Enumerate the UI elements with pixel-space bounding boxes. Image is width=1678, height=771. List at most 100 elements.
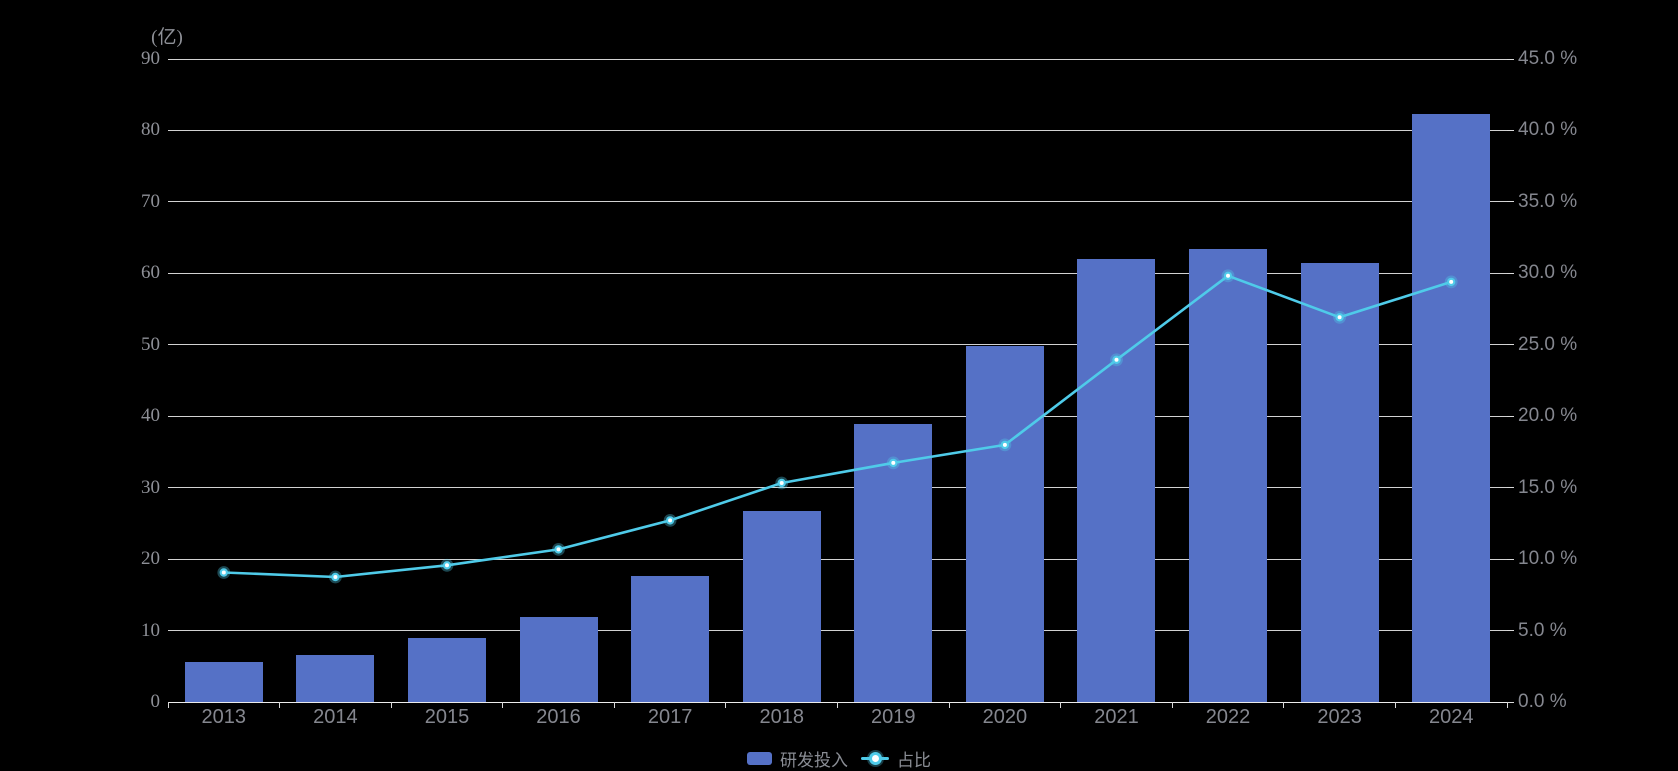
x-axis-label-2017: 2017: [647, 706, 693, 728]
line-point-glow-icon: [998, 438, 1012, 452]
x-axis-label-2015: 2015: [424, 706, 470, 728]
x-axis-tick: [167, 702, 169, 708]
line-point-2014[interactable]: [331, 572, 340, 582]
right-axis-tick-label: 15.0 %: [1518, 476, 1578, 498]
line-point-2018[interactable]: [777, 478, 786, 488]
left-axis-tick-label: 0: [150, 691, 161, 712]
gridline-60: [168, 272, 1507, 274]
x-axis-label-2021: 2021: [1094, 706, 1139, 728]
gridline-50: [168, 344, 1507, 346]
line-point-glow-icon: [440, 558, 454, 572]
right-axis-tick: [1507, 701, 1514, 703]
x-axis-label-2022: 2022: [1205, 706, 1251, 728]
right-axis-tick: [1507, 129, 1514, 131]
left-axis-tick-label: 20: [141, 548, 160, 570]
left-axis-tick-label: 90: [141, 48, 160, 69]
left-axis-tick-label: 10: [141, 619, 160, 641]
bar-2013[interactable]: [184, 661, 263, 702]
bar-2019[interactable]: [854, 423, 933, 702]
line-point-2019[interactable]: [889, 458, 898, 468]
right-axis-tick: [1507, 558, 1514, 560]
x-axis-tick: [390, 702, 392, 708]
left-axis-tick-label: 30: [141, 476, 160, 498]
bar-2024[interactable]: [1412, 114, 1491, 702]
bar-2023[interactable]: [1300, 262, 1379, 702]
line-point-glow-icon: [775, 476, 789, 490]
right-axis-tick: [1507, 415, 1514, 417]
x-axis-tick: [1171, 702, 1173, 708]
left-axis-tick-label: 80: [141, 119, 160, 141]
line-point-2020[interactable]: [1000, 440, 1010, 450]
x-axis-tick: [1060, 702, 1062, 708]
bar-series-swatch-icon: [747, 751, 772, 765]
right-axis-tick-label: 0.0 %: [1518, 691, 1567, 712]
line-point-glow-icon: [886, 456, 900, 470]
bar-2022[interactable]: [1189, 248, 1268, 702]
x-axis-label-2016: 2016: [536, 706, 581, 728]
left-axis-tick-label: 50: [141, 333, 160, 355]
gridline-40: [168, 415, 1507, 417]
line-point-2023[interactable]: [1335, 313, 1344, 322]
x-axis-label-2020: 2020: [982, 706, 1028, 728]
right-axis-tick-label: 10.0 %: [1518, 548, 1578, 570]
bar-2014[interactable]: [296, 655, 375, 702]
gridline-90: [168, 58, 1507, 60]
left-axis-tick-label: 40: [141, 405, 160, 427]
line-point-glow-icon: [1333, 310, 1347, 324]
line-point-2015[interactable]: [442, 561, 452, 570]
x-axis-label-2024: 2024: [1428, 706, 1474, 728]
line-point-glow-icon: [217, 566, 231, 579]
line-point-glow-icon: [552, 543, 565, 556]
right-axis-tick-label: 30.0 %: [1518, 262, 1578, 284]
line-point-glow-icon: [663, 514, 677, 527]
line-series-marker-icon: [861, 751, 889, 765]
bar-2018[interactable]: [742, 511, 821, 702]
x-axis-label-2018: 2018: [759, 706, 804, 728]
bar-2017[interactable]: [631, 576, 710, 702]
right-axis-tick: [1507, 201, 1514, 203]
left-axis-tick-label: 70: [141, 190, 160, 212]
gridline-30: [168, 487, 1507, 489]
bar-2021[interactable]: [1077, 258, 1156, 702]
legend-label-rd-investment: 研发投入: [780, 750, 848, 770]
x-axis-tick: [502, 702, 504, 708]
gridline-70: [168, 201, 1507, 203]
right-axis-tick: [1507, 344, 1514, 346]
x-axis-tick: [1283, 702, 1285, 708]
line-point-glow-icon: [328, 570, 342, 584]
bar-2015[interactable]: [407, 638, 486, 702]
line-dot-icon: [868, 751, 882, 765]
gridline-80: [168, 129, 1507, 131]
legend: 研发投入 占比: [0, 744, 1678, 771]
right-axis-tick-label: 25.0 %: [1518, 333, 1578, 355]
x-axis-tick: [837, 702, 838, 708]
line-point-glow-icon: [1444, 275, 1458, 289]
left-axis-unit-label: (亿): [151, 27, 183, 48]
ratio-line-path: [223, 274, 1452, 579]
bar-2016[interactable]: [519, 617, 598, 702]
left-axis-tick-label: 60: [141, 262, 160, 284]
right-axis-tick: [1507, 58, 1514, 60]
x-axis-tick: [948, 702, 950, 708]
line-point-2017[interactable]: [665, 516, 675, 525]
x-axis-label-2014: 2014: [313, 706, 358, 728]
line-point-2021[interactable]: [1112, 355, 1121, 364]
gridline-20: [168, 558, 1507, 560]
line-point-2016[interactable]: [554, 545, 563, 554]
legend-item-ratio[interactable]: 占比: [861, 746, 931, 771]
x-axis-tick: [279, 702, 281, 708]
x-axis-label-2023: 2023: [1317, 706, 1362, 728]
x-axis-label-2013: 2013: [201, 706, 247, 728]
line-point-glow-icon: [1221, 269, 1235, 283]
legend-label-ratio: 占比: [897, 750, 931, 770]
line-point-2022[interactable]: [1223, 271, 1233, 280]
line-point-2024[interactable]: [1446, 277, 1456, 287]
legend-item-rd-investment[interactable]: 研发投入: [747, 746, 848, 771]
line-point-2013[interactable]: [219, 568, 228, 577]
bar-2020[interactable]: [965, 345, 1044, 702]
right-axis-tick-label: 35.0 %: [1518, 190, 1578, 212]
right-axis-tick-label: 20.0 %: [1518, 405, 1578, 427]
x-axis-tick: [613, 702, 615, 708]
